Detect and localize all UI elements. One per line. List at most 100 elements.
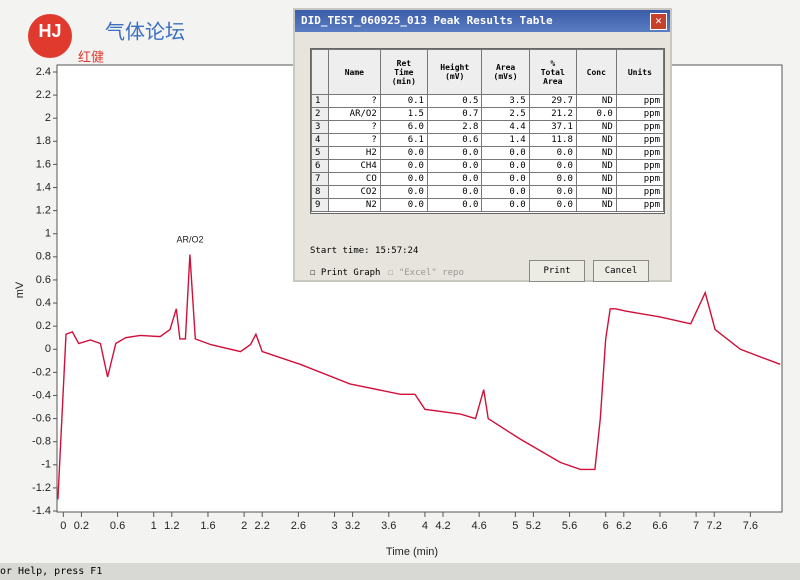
x-tick-label: 4 xyxy=(422,520,428,532)
y-tick-label: -0.4 xyxy=(32,389,51,401)
cell: 11.8 xyxy=(528,133,577,147)
cell: 4 xyxy=(311,133,329,147)
cell: 1.5 xyxy=(379,107,428,121)
cell: 7 xyxy=(311,172,329,186)
table-row: 9 N2 0.0 0.0 0.0 0.0 ND ppm xyxy=(311,198,664,212)
header-cell: Area (mVs) xyxy=(481,49,530,95)
x-tick-label: 6.2 xyxy=(616,520,631,532)
y-tick-label: -1 xyxy=(41,459,51,471)
cell: 0.0 xyxy=(379,185,428,199)
cell: ? xyxy=(328,94,381,108)
cell: ppm xyxy=(615,198,664,212)
cell: 0.0 xyxy=(575,107,617,121)
cell: 2 xyxy=(311,107,329,121)
cell: 0.0 xyxy=(426,185,483,199)
cell: ND xyxy=(575,185,617,199)
y-tick-label: 1.4 xyxy=(36,181,51,193)
cell: 0.0 xyxy=(528,185,577,199)
results-table: Name Ret Time (min) Height (mV) Area (mVs)%… xyxy=(310,48,665,214)
x-tick-label: 5.2 xyxy=(526,520,541,532)
cell: 9 xyxy=(311,198,329,212)
y-tick-label: 1 xyxy=(45,228,51,240)
cell: 0.0 xyxy=(426,159,483,173)
y-tick-label: -1.4 xyxy=(32,505,51,517)
x-tick-label: 1 xyxy=(151,520,157,532)
table-row: 7 CO 0.0 0.0 0.0 0.0 ND ppm xyxy=(311,172,664,186)
y-tick-label: 0.4 xyxy=(36,297,51,309)
cell: 0.0 xyxy=(379,159,428,173)
cell: CO xyxy=(328,172,381,186)
cell: 0.7 xyxy=(426,107,483,121)
cell: 6.0 xyxy=(379,120,428,134)
cell: CH4 xyxy=(328,159,381,173)
cell: ppm xyxy=(615,107,664,121)
header-cell: Conc xyxy=(575,49,617,95)
cell: 0.0 xyxy=(528,146,577,160)
x-tick-label: 7 xyxy=(693,520,699,532)
x-tick-label: 1.2 xyxy=(164,520,179,532)
header-cell: % Total Area xyxy=(528,49,577,95)
header-cell xyxy=(311,49,329,95)
excel-checkbox[interactable]: ☐ "Excel" repo xyxy=(388,268,464,278)
logo-subtitle: 红健 xyxy=(78,49,104,64)
logo-circle xyxy=(28,14,72,58)
cancel-button[interactable]: Cancel xyxy=(593,260,649,282)
x-tick-label: 4.6 xyxy=(472,520,487,532)
cell: ND xyxy=(575,94,617,108)
print-graph-checkbox[interactable]: ☐ Print Graph xyxy=(310,268,381,278)
cell: 37.1 xyxy=(528,120,577,134)
dialog-title-text: DID_TEST_060925_013 Peak Results Table xyxy=(301,14,553,27)
cell: 29.7 xyxy=(528,94,577,108)
dialog-title: DID_TEST_060925_013 Peak Results Table ✕ xyxy=(295,10,670,32)
x-tick-label: 3.6 xyxy=(381,520,396,532)
cell: 1 xyxy=(311,94,329,108)
header-cell: Height (mV) xyxy=(426,49,483,95)
cell: 3.5 xyxy=(481,94,530,108)
x-tick-label: 0.6 xyxy=(110,520,125,532)
cell: 21.2 xyxy=(528,107,577,121)
table-row: 5 H2 0.0 0.0 0.0 0.0 ND ppm xyxy=(311,146,664,160)
y-tick-label: 0 xyxy=(45,343,51,355)
cell: 6 xyxy=(311,159,329,173)
x-tick-label: 6.6 xyxy=(652,520,667,532)
y-axis-label: mV xyxy=(14,281,26,298)
table-row: 1? 0.1 0.5 3.5 29.7 ND ppm xyxy=(311,94,664,108)
cell: ND xyxy=(575,172,617,186)
table-row: 4? 6.1 0.6 1.4 11.8 ND ppm xyxy=(311,133,664,147)
print-button[interactable]: Print xyxy=(529,260,585,282)
cell: ND xyxy=(575,133,617,147)
cell: 0.0 xyxy=(528,172,577,186)
table-row: 2 AR/O2 1.5 0.7 2.5 21.2 0.0 ppm xyxy=(311,107,664,121)
cell: ppm xyxy=(615,120,664,134)
cell: 0.0 xyxy=(481,198,530,212)
x-tick-label: 5.6 xyxy=(562,520,577,532)
y-tick-label: 2.2 xyxy=(36,89,51,101)
cell: 0.0 xyxy=(528,159,577,173)
cell: ppm xyxy=(615,133,664,147)
y-tick-label: -0.8 xyxy=(32,436,51,448)
cell: AR/O2 xyxy=(328,107,381,121)
trace xyxy=(57,254,781,500)
x-tick-label: 1.6 xyxy=(200,520,215,532)
cell: ppm xyxy=(615,94,664,108)
x-tick-label: 7.6 xyxy=(743,520,758,532)
cell: ND xyxy=(575,120,617,134)
checkbox-label: "Excel" repo xyxy=(398,268,464,278)
close-button[interactable]: ✕ xyxy=(650,13,667,30)
y-tick-label: 2.4 xyxy=(36,66,51,78)
cell: ppm xyxy=(615,159,664,173)
y-tick-label: 0.6 xyxy=(36,274,51,286)
cell: 0.0 xyxy=(426,146,483,160)
cell: ppm xyxy=(615,172,664,186)
y-tick-label: -0.6 xyxy=(32,412,51,424)
y-tick-label: 2 xyxy=(45,112,51,124)
cell: 0.0 xyxy=(379,146,428,160)
cell: 0.0 xyxy=(379,198,428,212)
cell: ND xyxy=(575,146,617,160)
cell: ? xyxy=(328,120,381,134)
y-tick-label: 1.2 xyxy=(36,205,51,217)
table-row: 3? 6.0 2.8 4.4 37.1 ND ppm xyxy=(311,120,664,134)
x-tick-label: 3 xyxy=(331,520,337,532)
x-tick-label: 7.2 xyxy=(707,520,722,532)
cell: H2 xyxy=(328,146,381,160)
